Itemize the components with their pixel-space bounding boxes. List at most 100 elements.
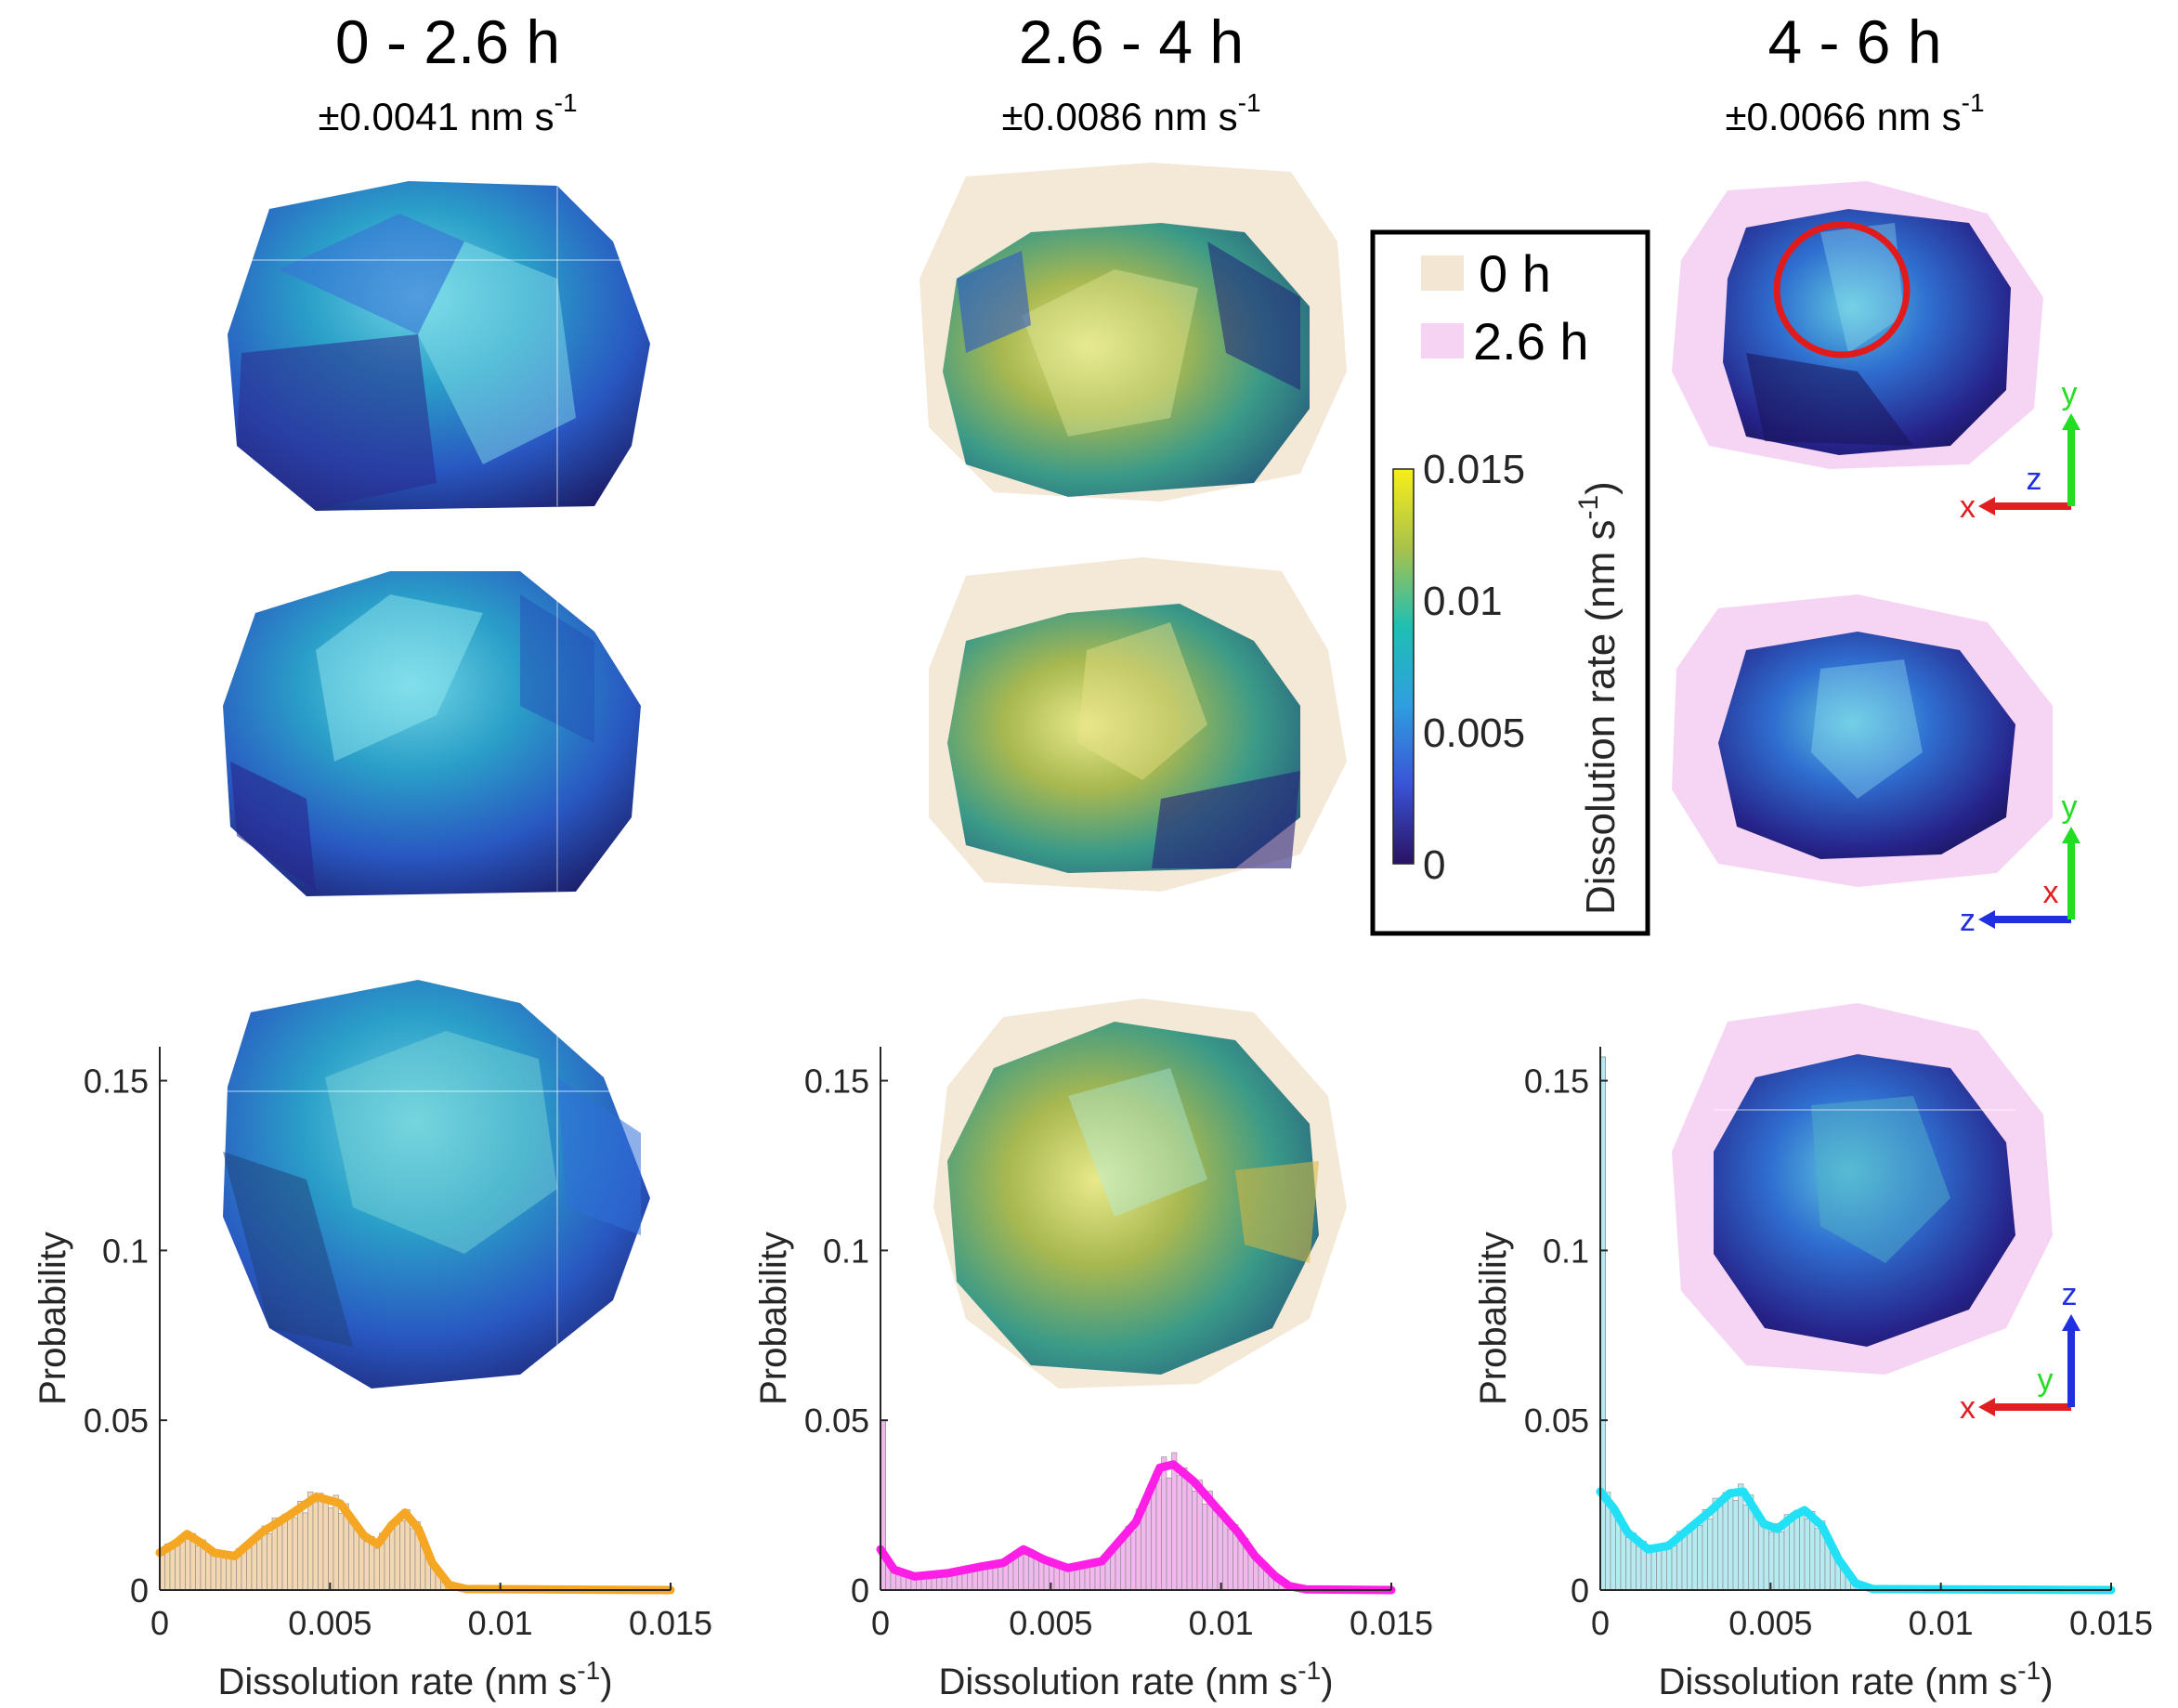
histogram-panel-2: 0 0.005 0.01 0.015 0 0.05 0.1 0.15 Dissolution r…: [753, 1047, 1433, 1702]
col1-title: 0 - 2.6 h: [335, 7, 560, 76]
hist-bar: [1656, 1546, 1663, 1591]
axis-icon-2: z y x: [1960, 789, 2080, 938]
axis-icon-2-h-label: z: [1960, 903, 1976, 938]
hist-bar: [1120, 1540, 1127, 1591]
hist-bar: [185, 1538, 191, 1591]
hist-bar: [1691, 1523, 1698, 1591]
hist-bar: [1779, 1532, 1785, 1591]
particle-col2-row1: [919, 163, 1347, 502]
x-tick-label: 0.005: [1728, 1604, 1812, 1642]
hist-bar: [1814, 1528, 1820, 1591]
hist-bar: [179, 1537, 186, 1591]
hist-bar: [1732, 1500, 1739, 1591]
hist-bar: [1707, 1519, 1714, 1591]
hist-bar: [267, 1533, 273, 1591]
hist-bar: [1141, 1508, 1147, 1591]
hist-bar: [333, 1494, 339, 1591]
axis-icon-3-v-head: [2062, 1314, 2080, 1331]
hist-bar: [1171, 1452, 1178, 1591]
hist-bar: [1671, 1545, 1677, 1591]
hist-bar: [410, 1528, 416, 1591]
col2-uncertainty: ±0.0086 nm s-1: [1001, 88, 1260, 138]
hist-bar: [318, 1493, 324, 1591]
x-tick-label: 0.015: [2069, 1604, 2153, 1642]
hist-bar: [1625, 1537, 1632, 1591]
hist-bar: [1610, 1511, 1616, 1591]
colorbar-title: Dissolution rate (nm s-1): [1573, 481, 1624, 915]
particle-col1-row3: [223, 980, 650, 1389]
y-tick-label: 0.05: [804, 1402, 869, 1440]
x-tick-label: 0: [1591, 1604, 1610, 1642]
particle-col1-row1: [228, 181, 650, 511]
hist-bar: [1661, 1549, 1667, 1591]
hist-bar: [1789, 1520, 1795, 1591]
hist-bar: [297, 1501, 304, 1591]
hist-bar: [1155, 1479, 1162, 1591]
x-axis-label: Dissolution rate (nm s-1): [1658, 1656, 2053, 1702]
hist-bar: [312, 1501, 319, 1591]
y-axis-label: Probability: [1473, 1232, 1514, 1405]
y-tick-label: 0.1: [1543, 1232, 1589, 1270]
hist-bar: [230, 1558, 237, 1591]
highlight-circle: [1773, 221, 1911, 359]
histogram-panel-1: 0 0.005 0.01 0.015 0 0.05 0.1 0.15 Dissolution r…: [33, 1047, 712, 1702]
hist-bar: [1151, 1480, 1157, 1591]
hist-bar: [1773, 1523, 1780, 1591]
y-tick-label: 0.15: [804, 1063, 869, 1101]
axis-icon-2-h-head: [1978, 910, 1995, 929]
x-tick-label: 0: [150, 1604, 169, 1642]
axis-icon-3-h-label: x: [1960, 1390, 1976, 1426]
axis-icon-1-h-label: x: [1960, 489, 1976, 525]
hist-bar: [1799, 1511, 1806, 1591]
hist-bar: [394, 1519, 400, 1591]
y-tick-label: 0.05: [1524, 1402, 1589, 1440]
x-tick-label: 0.005: [288, 1604, 372, 1642]
hist-bar: [1738, 1483, 1744, 1591]
hist-bar: [1192, 1491, 1198, 1591]
x-tick-label: 0.015: [1350, 1604, 1433, 1642]
hist-bar: [373, 1547, 380, 1591]
colorbar-tick-001: 0.01: [1423, 579, 1503, 624]
hist-bar: [1681, 1534, 1688, 1591]
axis-icon-2-v-label: y: [2062, 789, 2078, 825]
axis-icon-1-v-label: y: [2062, 376, 2078, 411]
hist-bar: [215, 1553, 222, 1591]
column-titles: 0 - 2.6 h ±0.0041 nm s-1 2.6 - 4 h ±0.00…: [318, 7, 1984, 138]
colorbar-tick-0: 0: [1423, 842, 1445, 888]
histogram-panel-3: 0 0.005 0.01 0.015 0 0.05 0.1 0.15 Dissolution r…: [1473, 1047, 2153, 1702]
col1-uncertainty: ±0.0041 nm s-1: [318, 88, 577, 138]
particle-col2-row3: [933, 998, 1347, 1389]
y-tick-label: 0.15: [1524, 1063, 1589, 1101]
hist-bar: [338, 1512, 345, 1591]
hist-bar: [251, 1538, 257, 1591]
hist-bar: [241, 1549, 247, 1591]
hist-bar: [399, 1520, 406, 1591]
axis-icon-3-c-label: y: [2038, 1362, 2054, 1398]
axis-icon-1-v-head: [2062, 413, 2080, 430]
hist-bar: [292, 1517, 298, 1591]
hist-bar: [1222, 1517, 1229, 1591]
hist-bar: [287, 1514, 293, 1591]
hist-bar: [277, 1524, 283, 1591]
y-axis-label: Probability: [33, 1232, 73, 1405]
y-tick-label: 0.15: [84, 1063, 149, 1101]
y-tick-label: 0: [130, 1571, 149, 1610]
axis-icon-3-h-head: [1978, 1398, 1995, 1416]
x-tick-label: 0.015: [629, 1604, 712, 1642]
x-tick-label: 0.01: [1909, 1604, 1974, 1642]
particle-col3-row2: [1672, 594, 2053, 887]
hist-bar: [1130, 1531, 1137, 1591]
hist-bar: [220, 1557, 227, 1591]
hist-bar: [1023, 1554, 1029, 1591]
axis-icon-3: x z y: [1960, 1277, 2080, 1426]
x-axis-label: Dissolution rate (nm s-1): [938, 1656, 1333, 1702]
col3-title: 4 - 6 h: [1767, 7, 1941, 76]
hist-bar: [1646, 1550, 1652, 1591]
hist-bar: [987, 1567, 994, 1591]
hist-bar: [1793, 1509, 1800, 1591]
hist-bar: [1227, 1528, 1233, 1591]
y-tick-label: 0.1: [823, 1232, 869, 1270]
hist-bar: [1237, 1541, 1244, 1591]
hist-bar: [1033, 1557, 1039, 1591]
particle-col3-row1: [1672, 181, 2043, 469]
